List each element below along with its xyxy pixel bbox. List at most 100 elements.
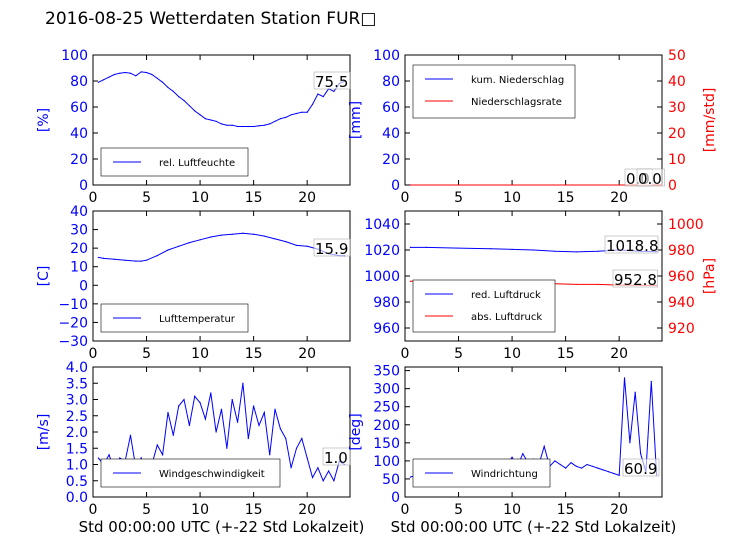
data-point — [285, 116, 287, 118]
y-tick-label: 980 — [373, 295, 400, 311]
data-point — [162, 454, 164, 456]
y-tick-label: 10 — [70, 260, 88, 276]
data-point — [602, 469, 604, 471]
data-point — [97, 256, 99, 259]
data-point — [236, 125, 239, 128]
y-right-tick-label: 960 — [668, 269, 695, 285]
x-tick-label: 5 — [142, 502, 151, 518]
data-point — [623, 377, 626, 379]
data-point — [231, 124, 233, 126]
value-label-box — [313, 238, 351, 257]
data-point — [167, 249, 169, 251]
data-point — [167, 411, 169, 414]
data-point — [274, 120, 276, 122]
data-point — [306, 457, 308, 459]
value-label: 75.5 — [315, 73, 348, 91]
x-tick-label: 15 — [557, 346, 575, 362]
data-point — [103, 257, 105, 259]
y-tick-label: 3.0 — [66, 393, 88, 409]
data-point — [425, 246, 428, 248]
data-point — [634, 391, 636, 393]
data-point — [253, 125, 255, 128]
value-label: 15.9 — [315, 240, 348, 258]
legend-label: red. Luftdruck — [471, 290, 541, 301]
data-point — [113, 73, 116, 76]
y-right-tick-label: 980 — [668, 243, 695, 259]
y-right-tick-label: 0 — [668, 178, 677, 194]
y-tick-label: 300 — [373, 382, 400, 398]
y-right-axis-label: [mm/std] — [702, 88, 718, 153]
data-point — [188, 105, 190, 107]
legend-label: Windgeschwindigkeit — [159, 469, 265, 480]
data-point — [124, 259, 126, 261]
data-point — [156, 77, 158, 79]
y-tick-label: −20 — [58, 315, 88, 331]
data-point — [279, 118, 281, 120]
data-point — [618, 474, 620, 476]
x-tick-label: 15 — [245, 190, 263, 206]
y-axis-label: [mm] — [348, 101, 364, 139]
y-tick-label: 100 — [61, 48, 88, 64]
series-line-temperature-0 — [98, 232, 345, 262]
data-point — [129, 434, 132, 436]
value-label-box — [636, 168, 665, 187]
x-tick-label: 0 — [401, 502, 410, 518]
data-point — [490, 248, 492, 250]
value-label-box — [322, 447, 351, 466]
y-tick-label: 4.0 — [66, 360, 88, 376]
data-point — [575, 251, 577, 253]
data-point — [140, 71, 142, 73]
data-point — [204, 118, 207, 120]
data-point — [274, 238, 276, 240]
y-tick-label: 0 — [79, 278, 88, 294]
legend-label: abs. Luftdruck — [471, 312, 542, 323]
data-point — [409, 476, 411, 478]
data-point — [586, 463, 588, 466]
data-point — [409, 184, 411, 186]
value-label-box — [612, 269, 658, 288]
data-point — [151, 73, 153, 76]
data-point — [194, 395, 196, 397]
y-tick-label: 1000 — [364, 269, 400, 285]
data-point — [317, 93, 319, 95]
data-point — [247, 437, 249, 440]
data-point — [258, 125, 260, 127]
data-point — [253, 405, 255, 407]
x-tick-label: 10 — [503, 190, 521, 206]
data-point — [295, 112, 298, 115]
data-point — [311, 103, 314, 105]
y-tick-label: 150 — [373, 436, 400, 452]
x-tick-label: 10 — [191, 502, 209, 518]
data-point — [97, 81, 99, 83]
y-tick-label: 100 — [373, 454, 400, 470]
x-tick-label: 10 — [191, 346, 209, 362]
data-point — [253, 233, 255, 235]
y-right-tick-label: 920 — [668, 321, 695, 337]
data-point — [570, 462, 572, 464]
y-tick-label: 40 — [70, 126, 88, 142]
y-tick-label: 250 — [373, 400, 400, 416]
legend-box — [412, 279, 556, 333]
x-tick-label: 15 — [557, 502, 575, 518]
data-point — [156, 444, 158, 446]
x-tick-label: 10 — [503, 502, 521, 518]
data-point — [409, 246, 411, 248]
y-axis-label: [m/s] — [36, 414, 52, 451]
data-point — [199, 239, 201, 241]
data-point — [231, 233, 233, 235]
x-tick-label: 5 — [142, 190, 151, 206]
data-point — [167, 86, 169, 89]
y-tick-label: 60 — [382, 100, 400, 116]
data-point — [639, 453, 642, 455]
data-point — [650, 380, 652, 383]
data-point — [263, 124, 265, 126]
y-tick-label: 0.5 — [66, 474, 88, 490]
data-point — [306, 245, 308, 247]
y-tick-label: −30 — [58, 334, 88, 350]
data-point — [140, 260, 142, 262]
data-point — [269, 454, 271, 456]
x-tick-label: 0 — [89, 346, 98, 362]
x-tick-label: 20 — [298, 502, 316, 518]
x-tick-label: 0 — [401, 346, 410, 362]
y-tick-label: 0 — [391, 178, 400, 194]
